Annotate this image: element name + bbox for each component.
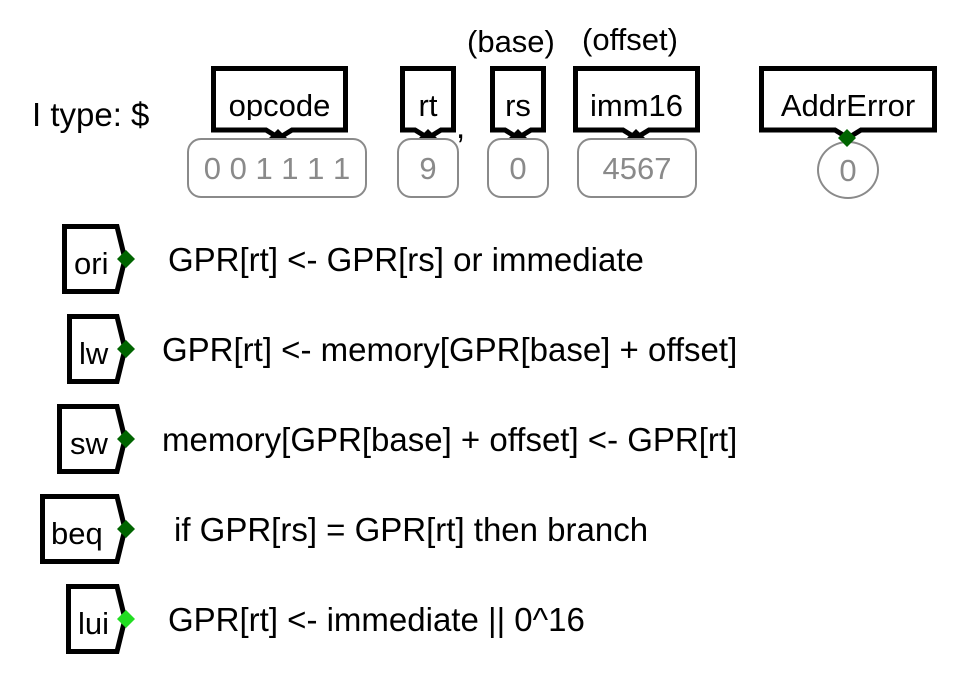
imm16-label: imm16 [589, 88, 683, 123]
lui-tunnel[interactable]: lui [66, 584, 138, 654]
rs-alias-label: (base) [467, 24, 555, 59]
beq-description: if GPR[rs] = GPR[rt] then branch [174, 511, 649, 548]
rs-label: rs [505, 88, 531, 123]
lui-pin-icon[interactable] [117, 610, 135, 628]
imm-alias-label: (offset) [582, 22, 678, 57]
instruction-format-label: I type: $ [32, 96, 150, 133]
ori-pin-icon[interactable] [117, 250, 135, 268]
sw-description: memory[GPR[base] + offset] <- GPR[rt] [162, 421, 738, 458]
opcode-value: 0 0 1 1 1 1 [203, 150, 351, 186]
opcode-probe[interactable]: 0 0 1 1 1 1 [187, 138, 367, 198]
rt-label: rt [418, 88, 438, 123]
sw-pin-icon[interactable] [117, 430, 135, 448]
lui-label: lui [78, 606, 110, 641]
lui-description: GPR[rt] <- immediate || 0^16 [168, 601, 585, 638]
ori-tunnel[interactable]: ori [62, 224, 134, 294]
addr-error-probe[interactable]: 0 [817, 141, 879, 199]
lw-pin-icon[interactable] [117, 340, 135, 358]
rt-value: 9 [419, 150, 437, 186]
imm16-value: 4567 [602, 150, 672, 186]
ori-label: ori [74, 246, 109, 281]
addr-error-pin-icon[interactable] [838, 129, 856, 147]
beq-pin-icon[interactable] [117, 520, 135, 538]
sw-tunnel[interactable]: sw [57, 404, 137, 474]
rs-value: 0 [509, 150, 527, 186]
rt-probe[interactable]: 9 [397, 138, 459, 198]
ori-description: GPR[rt] <- GPR[rs] or immediate [168, 241, 644, 278]
beq-tunnel[interactable]: beq [40, 494, 140, 564]
lw-label: lw [79, 336, 109, 371]
beq-label: beq [51, 516, 103, 551]
addr-error-label: AddrError [780, 88, 916, 123]
lw-description: GPR[rt] <- memory[GPR[base] + offset] [162, 331, 738, 368]
imm16-probe[interactable]: 4567 [577, 138, 697, 198]
sw-label: sw [70, 426, 108, 461]
addr-error-value: 0 [839, 152, 857, 188]
lw-tunnel[interactable]: lw [67, 314, 139, 384]
opcode-label: opcode [228, 88, 331, 123]
field-separator-comma: , [456, 108, 466, 145]
rs-probe[interactable]: 0 [487, 138, 549, 198]
